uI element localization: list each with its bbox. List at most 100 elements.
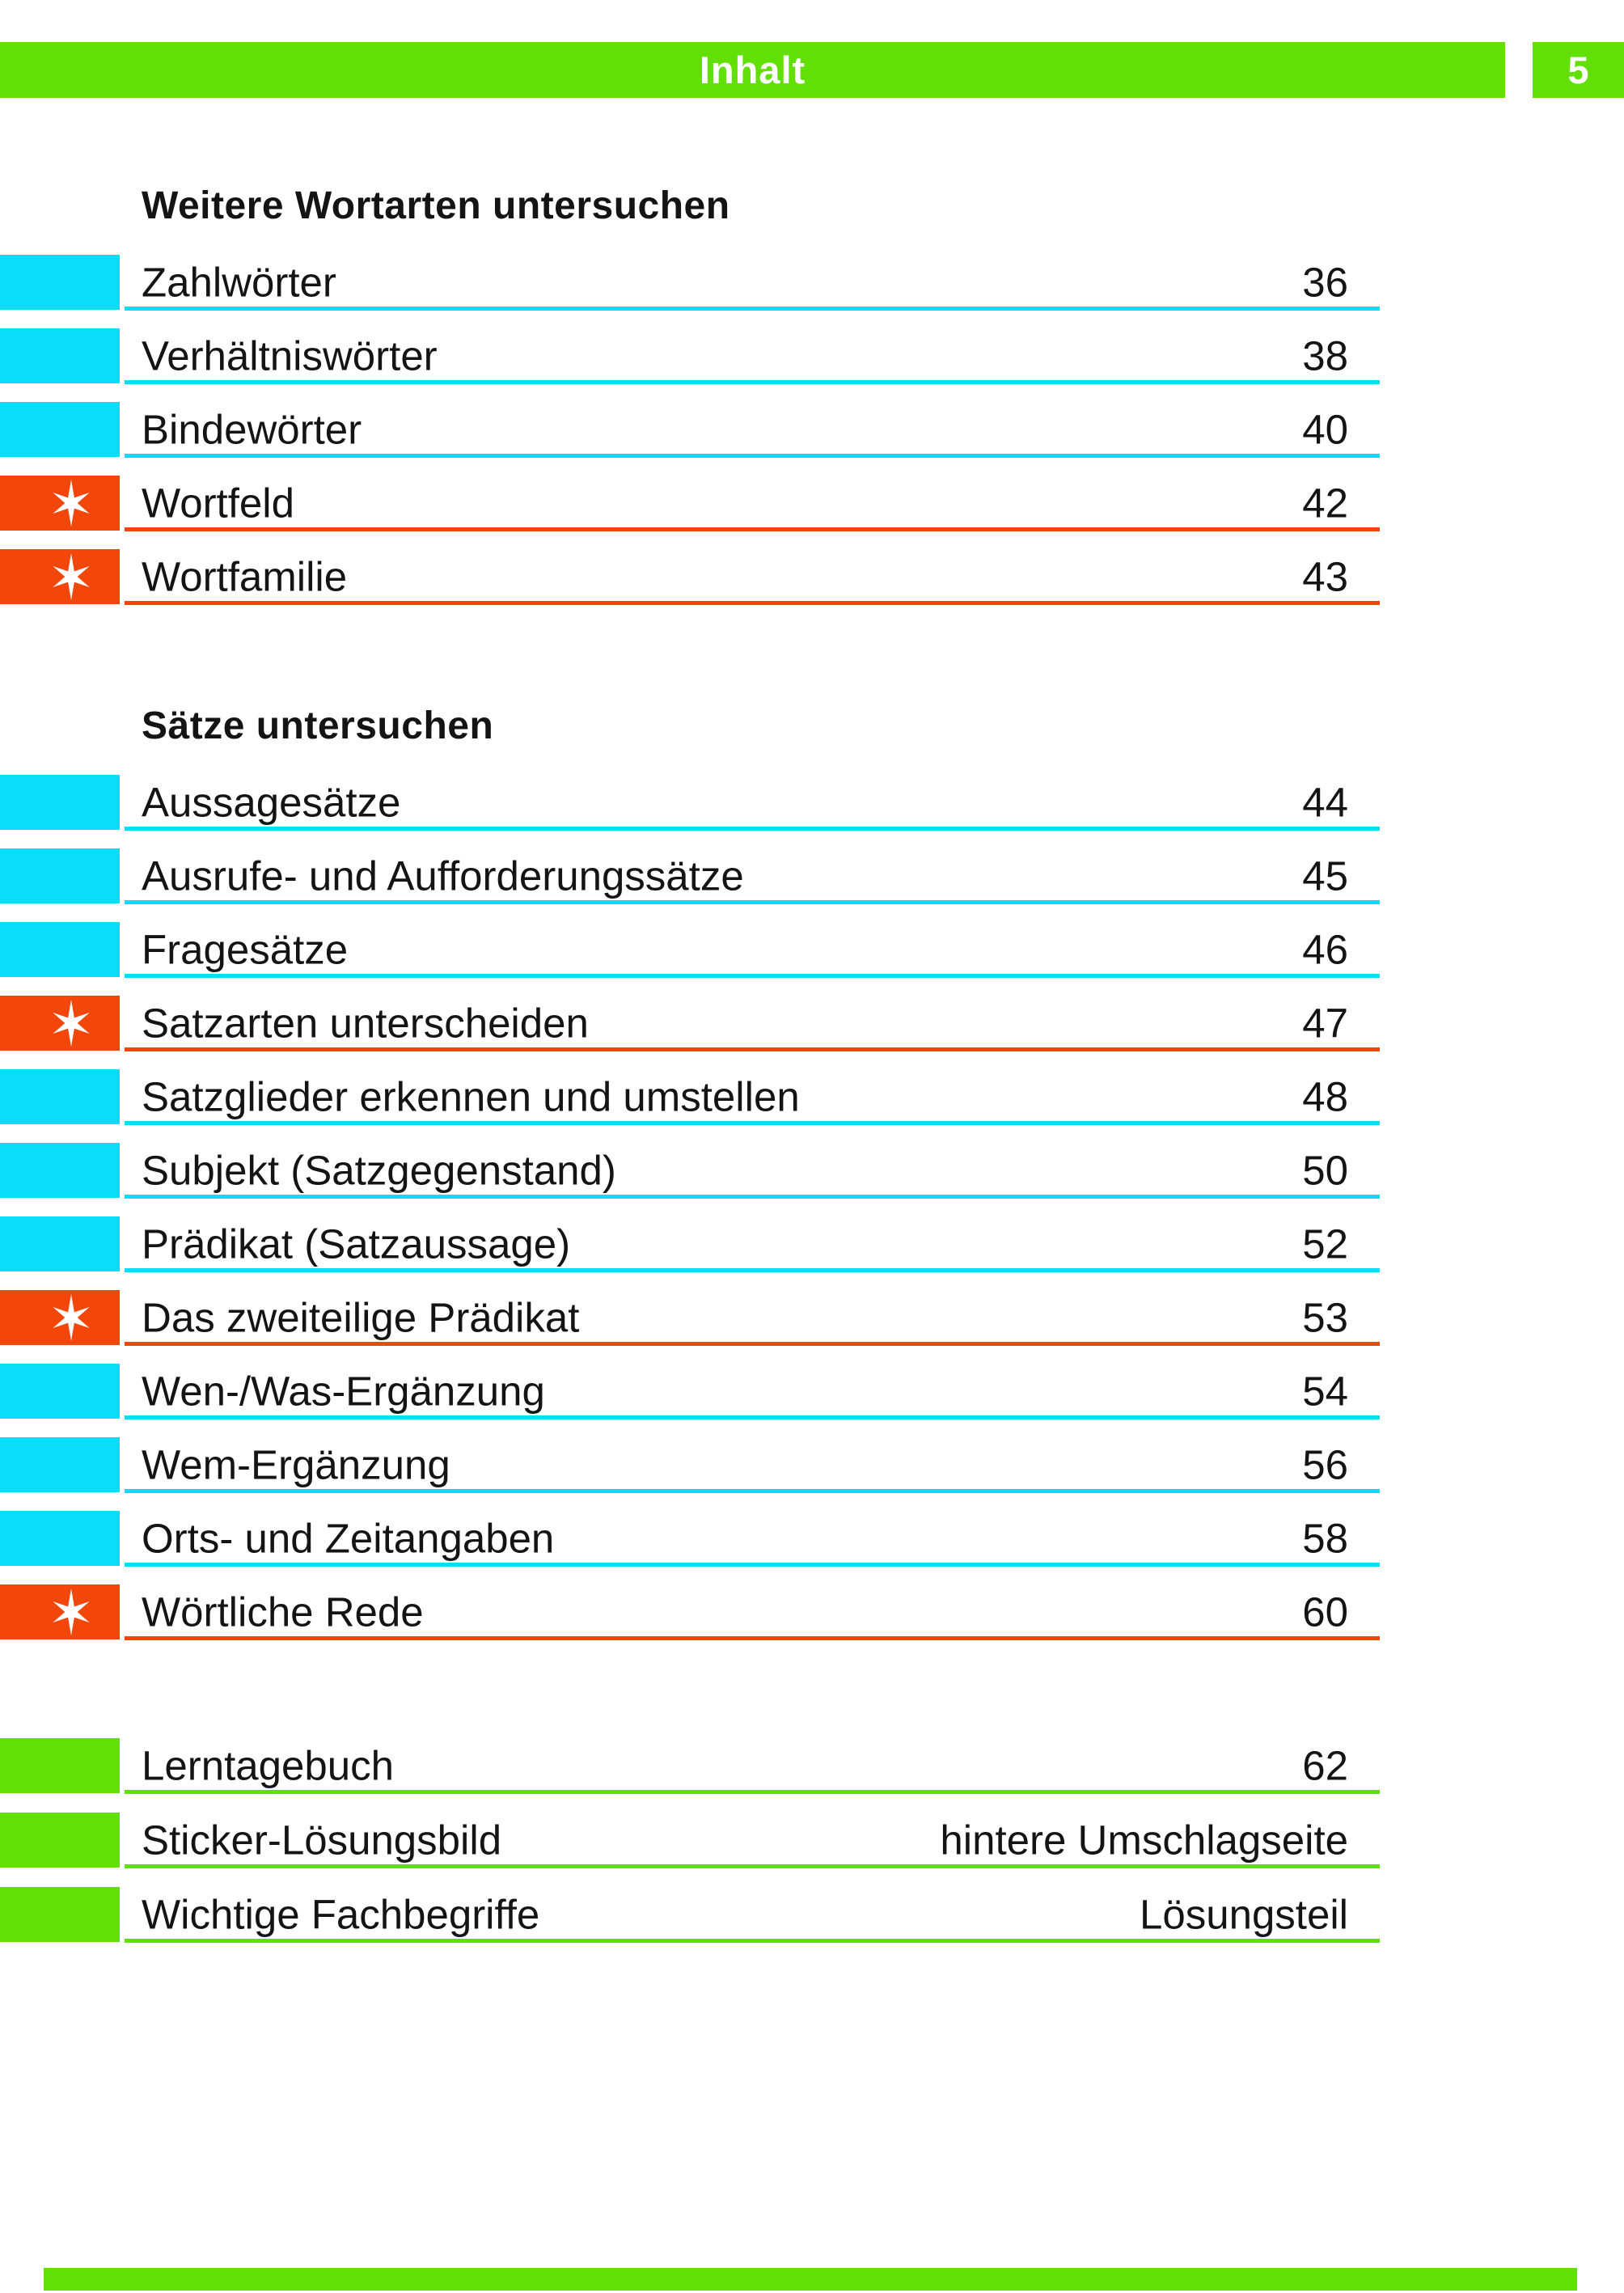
toc-entry-page: 58 bbox=[1302, 1515, 1348, 1562]
toc-section-appendix: Lerntagebuch 62 Sticker-Lösungsbild hint… bbox=[0, 1738, 1624, 1961]
bottom-edge-bar bbox=[44, 2268, 1577, 2291]
row-color-block bbox=[0, 775, 120, 830]
row-underline bbox=[125, 307, 1380, 311]
row-underline bbox=[125, 1415, 1380, 1419]
toc-row: Lerntagebuch 62 bbox=[0, 1738, 1624, 1794]
row-underline bbox=[125, 1939, 1380, 1943]
toc-section-wortarten: Zahlwörter 36 Verhältniswörter 38 Bindew… bbox=[0, 255, 1624, 623]
row-underline bbox=[125, 1790, 1380, 1794]
row-underline bbox=[125, 1047, 1380, 1051]
toc-entry-page: 46 bbox=[1302, 926, 1348, 973]
toc-row: Zahlwörter 36 bbox=[0, 255, 1624, 311]
page-number-badge: 5 bbox=[1533, 42, 1624, 98]
row-color-block bbox=[0, 1290, 120, 1345]
row-underline bbox=[125, 1195, 1380, 1199]
row-underline bbox=[125, 1489, 1380, 1493]
row-underline bbox=[125, 454, 1380, 458]
toc-entry-label: Aussagesätze bbox=[142, 779, 401, 826]
toc-entry-label: Fragesätze bbox=[142, 926, 349, 973]
toc-row: Wortfeld 42 bbox=[0, 476, 1624, 531]
toc-row: Verhältniswörter 38 bbox=[0, 328, 1624, 384]
toc-row: Fragesätze 46 bbox=[0, 922, 1624, 978]
toc-entry-page: 56 bbox=[1302, 1441, 1348, 1488]
toc-entry-label: Prädikat (Satzaussage) bbox=[142, 1221, 571, 1267]
toc-entry-label: Ausrufe- und Aufforderungssätze bbox=[142, 852, 744, 899]
row-color-block bbox=[0, 922, 120, 977]
toc-entry-page: 47 bbox=[1302, 1000, 1348, 1047]
toc-entry-page: 50 bbox=[1302, 1147, 1348, 1194]
row-color-block bbox=[0, 476, 120, 531]
star-icon bbox=[53, 553, 90, 600]
toc-entry-page: hintere Umschlagseite bbox=[940, 1817, 1348, 1864]
toc-entry-page: 45 bbox=[1302, 852, 1348, 899]
row-color-block bbox=[0, 848, 120, 903]
row-underline bbox=[125, 1121, 1380, 1125]
toc-entry-page: 40 bbox=[1302, 406, 1348, 453]
row-color-block bbox=[0, 1216, 120, 1271]
section-heading-wortarten: Weitere Wortarten untersuchen bbox=[142, 184, 730, 227]
toc-row: Satzglieder erkennen und umstellen 48 bbox=[0, 1069, 1624, 1125]
toc-entry-page: 36 bbox=[1302, 259, 1348, 306]
row-color-block bbox=[0, 328, 120, 383]
toc-entry-label: Wörtliche Rede bbox=[142, 1589, 424, 1635]
row-color-block bbox=[0, 1511, 120, 1566]
toc-entry-page: Lösungsteil bbox=[1139, 1891, 1348, 1938]
toc-entry-label: Wortfeld bbox=[142, 480, 294, 527]
page-title: Inhalt bbox=[699, 49, 806, 91]
toc-row: Aussagesätze 44 bbox=[0, 775, 1624, 831]
row-color-block bbox=[0, 996, 120, 1051]
toc-row: Satzarten unterscheiden 47 bbox=[0, 996, 1624, 1051]
row-color-block bbox=[0, 549, 120, 604]
toc-entry-label: Orts- und Zeitangaben bbox=[142, 1515, 555, 1562]
row-underline bbox=[125, 601, 1380, 605]
toc-entry-page: 52 bbox=[1302, 1221, 1348, 1267]
star-icon bbox=[53, 1589, 90, 1635]
toc-entry-page: 42 bbox=[1302, 480, 1348, 527]
row-color-block bbox=[0, 255, 120, 310]
row-underline bbox=[125, 1636, 1380, 1640]
row-underline bbox=[125, 974, 1380, 978]
row-color-block bbox=[0, 1584, 120, 1639]
toc-row: Subjekt (Satzgegenstand) 50 bbox=[0, 1143, 1624, 1199]
toc-entry-page: 54 bbox=[1302, 1368, 1348, 1415]
toc-row: Wortfamilie 43 bbox=[0, 549, 1624, 605]
toc-row: Wem-Ergänzung 56 bbox=[0, 1437, 1624, 1493]
toc-entry-label: Verhältniswörter bbox=[142, 332, 438, 379]
toc-entry-label: Bindewörter bbox=[142, 406, 362, 453]
toc-row: Sticker-Lösungsbild hintere Umschlagseit… bbox=[0, 1813, 1624, 1868]
toc-entry-label: Sticker-Lösungsbild bbox=[142, 1817, 502, 1864]
toc-entry-label: Satzglieder erkennen und umstellen bbox=[142, 1073, 800, 1120]
toc-entry-page: 48 bbox=[1302, 1073, 1348, 1120]
header-bar: Inhalt bbox=[0, 42, 1505, 98]
star-icon bbox=[53, 1000, 90, 1047]
row-underline bbox=[125, 1268, 1380, 1272]
row-underline bbox=[125, 1864, 1380, 1868]
toc-row: Wen-/Was-Ergänzung 54 bbox=[0, 1364, 1624, 1419]
toc-entry-label: Wortfamilie bbox=[142, 553, 348, 600]
toc-row: Ausrufe- und Aufforderungssätze 45 bbox=[0, 848, 1624, 904]
star-icon bbox=[53, 1294, 90, 1341]
row-color-block bbox=[0, 1813, 120, 1868]
toc-entry-page: 60 bbox=[1302, 1589, 1348, 1635]
toc-entry-page: 43 bbox=[1302, 553, 1348, 600]
row-color-block bbox=[0, 1364, 120, 1419]
toc-row: Bindewörter 40 bbox=[0, 402, 1624, 458]
toc-entry-page: 62 bbox=[1302, 1742, 1348, 1789]
toc-row: Prädikat (Satzaussage) 52 bbox=[0, 1216, 1624, 1272]
toc-entry-label: Wem-Ergänzung bbox=[142, 1441, 450, 1488]
toc-entry-page: 44 bbox=[1302, 779, 1348, 826]
toc-section-saetze: Aussagesätze 44 Ausrufe- und Aufforderun… bbox=[0, 775, 1624, 1658]
toc-entry-page: 38 bbox=[1302, 332, 1348, 379]
row-color-block bbox=[0, 1887, 120, 1942]
row-underline bbox=[125, 900, 1380, 904]
row-underline bbox=[125, 1342, 1380, 1346]
toc-row: Das zweiteilige Prädikat 53 bbox=[0, 1290, 1624, 1346]
toc-entry-label: Satzarten unterscheiden bbox=[142, 1000, 589, 1047]
toc-entry-label: Lerntagebuch bbox=[142, 1742, 394, 1789]
row-underline bbox=[125, 527, 1380, 531]
toc-row: Wörtliche Rede 60 bbox=[0, 1584, 1624, 1640]
row-color-block bbox=[0, 1437, 120, 1492]
toc-entry-page: 53 bbox=[1302, 1294, 1348, 1341]
row-underline bbox=[125, 827, 1380, 831]
row-color-block bbox=[0, 1069, 120, 1124]
